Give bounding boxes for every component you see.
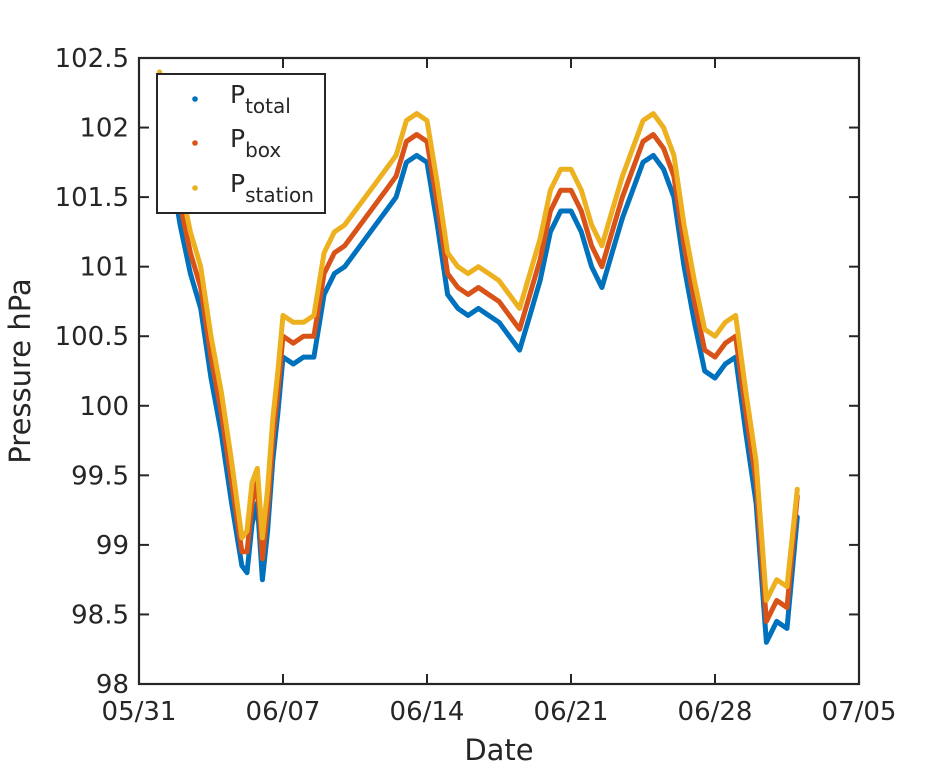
axes-box bbox=[137, 56, 861, 686]
y-tick-label: 100 bbox=[79, 392, 129, 422]
x-axis-label: Date bbox=[464, 733, 533, 767]
y-tick-label: 102 bbox=[79, 114, 129, 144]
legend-marker-box bbox=[192, 140, 198, 146]
legend-label-box: Pbox bbox=[230, 124, 281, 162]
legend-marker-total bbox=[192, 96, 198, 102]
legend-label-station: Pstation bbox=[230, 169, 314, 207]
y-tick-label: 100.5 bbox=[55, 322, 129, 352]
x-tick-label: 06/07 bbox=[246, 697, 321, 727]
x-tick-label: 05/31 bbox=[102, 697, 177, 727]
y-tick-label: 99.5 bbox=[71, 461, 129, 491]
x-tick-label: 06/14 bbox=[390, 697, 465, 727]
series-layer bbox=[157, 69, 800, 645]
legend-marker-station bbox=[192, 185, 198, 191]
x-tick-label: 07/05 bbox=[822, 697, 897, 727]
legend-box bbox=[156, 73, 326, 214]
y-axis-label: Pressure hPa bbox=[3, 278, 37, 463]
legend: Ptotal Pbox Pstation bbox=[156, 73, 326, 214]
y-tick-label: 99 bbox=[96, 531, 129, 561]
tick-layer: 05/31 06/07 06/14 06/21 06/28 07/05 98 98.5 99 99… bbox=[55, 44, 897, 727]
legend-label-total: Ptotal bbox=[230, 80, 291, 118]
x-tick-label: 06/21 bbox=[534, 697, 609, 727]
y-tick-label: 98 bbox=[96, 670, 129, 700]
x-tick-label: 06/28 bbox=[678, 697, 753, 727]
y-tick-label: 101 bbox=[79, 253, 129, 283]
y-tick-label: 98.5 bbox=[71, 600, 129, 630]
series-line-station bbox=[157, 69, 800, 603]
y-tick-label: 101.5 bbox=[55, 183, 129, 213]
y-tick-label: 102.5 bbox=[55, 44, 129, 74]
